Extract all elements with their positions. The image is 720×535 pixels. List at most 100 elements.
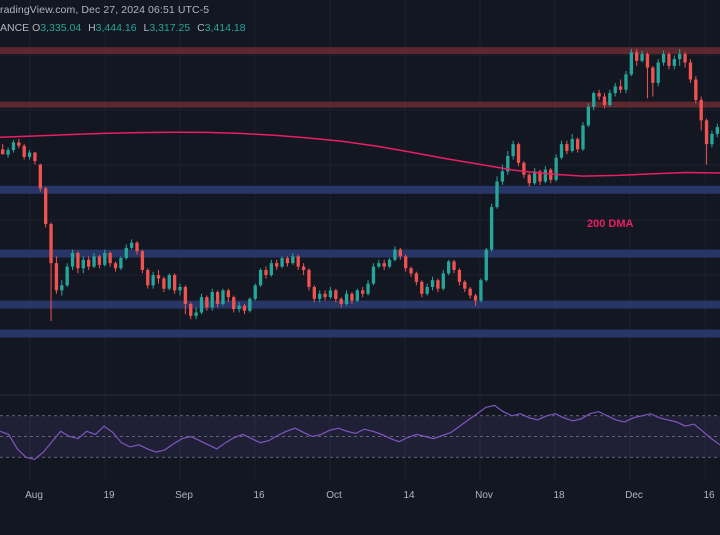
support-zone: [0, 329, 720, 338]
candle: [387, 258, 392, 269]
x-tick-label: Nov: [475, 490, 493, 501]
candle-body: [199, 297, 204, 313]
candle-body: [629, 52, 634, 75]
exchange-suffix: ANCE: [0, 22, 30, 34]
candle: [162, 276, 166, 293]
ohlc-low-label: L: [143, 22, 150, 34]
candle: [613, 82, 617, 97]
candle: [522, 161, 526, 179]
candle-body: [559, 144, 564, 158]
candle: [678, 48, 682, 66]
rsi-pane: [0, 394, 720, 460]
candle: [355, 288, 359, 303]
candle: [285, 256, 290, 267]
candle-body: [119, 258, 123, 269]
candle: [350, 292, 354, 304]
candle: [452, 259, 456, 274]
candle-body: [452, 261, 456, 270]
candle: [280, 256, 284, 269]
candle-body: [92, 256, 96, 267]
candle: [404, 254, 408, 272]
candle: [178, 283, 182, 296]
candle-body: [575, 139, 580, 150]
candle-body: [387, 259, 392, 267]
ohlc-close-label: C: [197, 22, 205, 34]
candle-body: [269, 263, 274, 276]
candle: [570, 133, 574, 153]
candle: [70, 249, 75, 270]
candle: [704, 118, 709, 165]
candle-body: [624, 74, 628, 90]
candle-body: [350, 293, 354, 301]
candle-body: [22, 145, 26, 157]
candle-body: [54, 263, 59, 291]
ohlc-open-value: 3,335.04: [40, 22, 82, 34]
candle-body: [355, 290, 359, 301]
candle: [183, 285, 188, 315]
candle-body: [500, 171, 505, 182]
candle: [694, 76, 698, 104]
candle: [22, 144, 26, 160]
candle-body: [645, 54, 650, 68]
candle: [328, 286, 333, 299]
candle: [86, 256, 91, 270]
candle-body: [425, 286, 429, 294]
candle-body: [516, 144, 521, 163]
ohlc-high-label: H: [88, 22, 96, 34]
candle: [382, 259, 386, 270]
candle: [242, 303, 247, 315]
candle: [554, 154, 558, 182]
candle: [205, 295, 209, 311]
price-zones: [0, 47, 720, 338]
candle-body: [420, 281, 424, 294]
candles: [1, 48, 719, 321]
x-axis: Aug 19 Sep 16 Oct 14 Nov 18 Dec 16: [25, 490, 715, 501]
candle-body: [570, 139, 574, 151]
candle-body: [678, 54, 682, 60]
candle-body: [140, 251, 145, 270]
candle-body: [484, 249, 488, 281]
candle-body: [532, 171, 537, 184]
candle-body: [398, 249, 402, 257]
candle: [296, 254, 300, 270]
candle: [640, 50, 644, 63]
candle: [119, 256, 123, 270]
candle-body: [661, 54, 666, 63]
support-zone: [0, 300, 720, 309]
candle-body: [334, 290, 338, 299]
candle-body: [366, 283, 370, 294]
candle: [393, 246, 397, 262]
candle: [307, 268, 311, 291]
candle: [624, 71, 628, 94]
candle: [635, 48, 639, 66]
x-tick-label: Dec: [625, 490, 643, 501]
candle: [167, 273, 171, 291]
candle-body: [285, 258, 290, 264]
candle: [248, 297, 252, 313]
candle-body: [17, 142, 21, 146]
candle: [226, 288, 231, 303]
candle: [651, 65, 655, 97]
x-tick-label: 16: [253, 490, 265, 501]
candle-body: [301, 266, 306, 270]
candle: [463, 280, 467, 293]
ohlc-open-label: O: [32, 22, 41, 34]
candle: [608, 89, 612, 107]
candle-body: [280, 258, 284, 267]
candle: [672, 55, 676, 70]
candle: [210, 288, 214, 311]
candle-body: [495, 181, 499, 208]
candle: [420, 280, 424, 298]
candle: [495, 176, 499, 209]
candle: [108, 251, 112, 267]
candle-body: [586, 106, 591, 126]
candle-body: [651, 67, 655, 83]
candle-body: [70, 252, 75, 267]
candle: [468, 286, 472, 299]
candle-body: [371, 266, 376, 284]
candle-body: [377, 263, 381, 267]
candle: [592, 91, 596, 111]
candle-body: [307, 269, 311, 287]
candle-body: [506, 156, 510, 172]
